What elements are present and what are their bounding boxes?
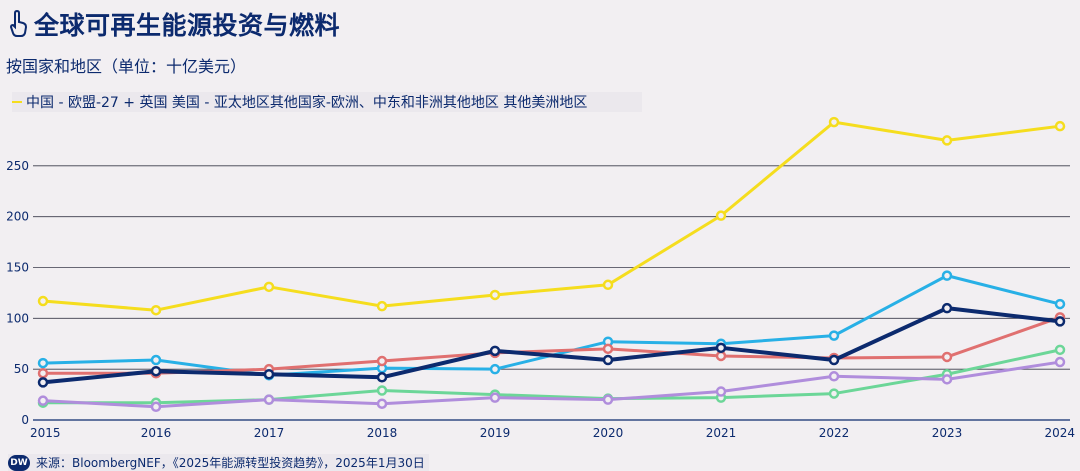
x-tick-label: 2016 — [141, 426, 172, 440]
series-4 — [37, 356, 1066, 413]
data-point — [941, 270, 953, 281]
data-point — [828, 330, 840, 341]
x-tick-label: 2015 — [30, 426, 61, 440]
chart-title: 全球可再生能源投资与燃料 — [34, 11, 341, 40]
data-point — [715, 210, 727, 221]
data-point — [941, 135, 953, 146]
data-point — [263, 369, 275, 380]
data-point — [37, 295, 49, 307]
data-point — [941, 351, 953, 363]
x-tick-label: 2024 — [1044, 426, 1075, 440]
data-point — [376, 372, 388, 383]
data-point — [150, 354, 162, 366]
series-line — [42, 360, 1061, 409]
x-tick-label: 2023 — [932, 426, 963, 440]
data-point — [715, 342, 727, 354]
legend-text: 中国 - 欧盟-27 + 英国 美国 - 亚太地区其他国家-欧洲、中东和非洲其他… — [26, 95, 588, 111]
dw-logo: DW — [8, 454, 30, 471]
data-point — [602, 354, 614, 366]
data-point — [602, 343, 614, 355]
data-point — [1054, 298, 1066, 310]
data-point — [941, 374, 953, 385]
legend: 中国 - 欧盟-27 + 英国 美国 - 亚太地区其他国家-欧洲、中东和非洲其他… — [12, 92, 642, 112]
y-tick-label: 200 — [6, 210, 29, 224]
data-point — [37, 357, 49, 369]
data-point — [489, 392, 501, 403]
data-point — [376, 398, 388, 409]
data-point — [263, 394, 275, 405]
y-tick-label: 0 — [21, 413, 29, 427]
data-point — [489, 289, 501, 301]
y-tick-label: 150 — [6, 261, 29, 275]
series-lines — [37, 116, 1066, 413]
data-point — [37, 367, 49, 379]
y-axis-ticks: 0 50 100 150 200 250 — [6, 159, 29, 427]
data-point — [1054, 344, 1066, 356]
data-point — [828, 371, 840, 382]
x-tick-label: 2018 — [367, 426, 398, 440]
series-line — [42, 120, 1061, 312]
data-point — [1054, 316, 1066, 327]
data-point — [37, 395, 49, 406]
data-point — [489, 345, 501, 357]
x-axis-ticks: 2015 2016 2017 2018 2019 2020 2021 2022 2023 2024 — [30, 426, 1075, 440]
series-line — [42, 306, 1061, 385]
data-point — [715, 386, 727, 397]
data-point — [602, 394, 614, 405]
data-point — [489, 363, 501, 375]
y-tick-label: 250 — [6, 159, 29, 173]
x-tick-label: 2022 — [819, 426, 850, 440]
x-tick-label: 2020 — [593, 426, 624, 440]
legend-swatch — [12, 101, 22, 103]
source-note: DW 来源：BloombergNEF，《2025年能源转型投资趋势》，2025年… — [8, 454, 429, 471]
data-point — [150, 365, 162, 377]
data-point — [376, 300, 388, 312]
y-tick-label: 100 — [6, 311, 29, 325]
x-tick-label: 2021 — [706, 426, 737, 440]
data-point — [376, 385, 388, 396]
chart-subtitle: 按国家和地区（单位：十亿美元） — [6, 57, 247, 76]
data-point — [828, 354, 840, 366]
data-point — [150, 401, 162, 413]
data-point — [715, 350, 727, 362]
data-point — [941, 302, 953, 314]
gridlines — [33, 165, 1070, 421]
series-0 — [37, 116, 1066, 316]
x-tick-label: 2017 — [254, 426, 285, 440]
data-point — [37, 377, 49, 388]
data-point — [828, 388, 840, 399]
hand-pointer-icon — [9, 10, 28, 37]
title-row: 全球可再生能源投资与燃料 — [8, 6, 340, 42]
y-tick-label: 50 — [14, 362, 29, 376]
data-point — [1054, 356, 1066, 368]
x-tick-label: 2019 — [480, 426, 511, 440]
source-text: 来源：BloombergNEF，《2025年能源转型投资趋势》，2025年1月3… — [36, 456, 425, 470]
series-5 — [37, 302, 1066, 388]
data-point — [602, 279, 614, 291]
series-line — [43, 348, 1061, 405]
data-point — [376, 355, 388, 367]
data-point — [150, 304, 162, 316]
data-point — [263, 281, 275, 293]
data-point — [1054, 120, 1066, 132]
data-point — [828, 116, 840, 128]
